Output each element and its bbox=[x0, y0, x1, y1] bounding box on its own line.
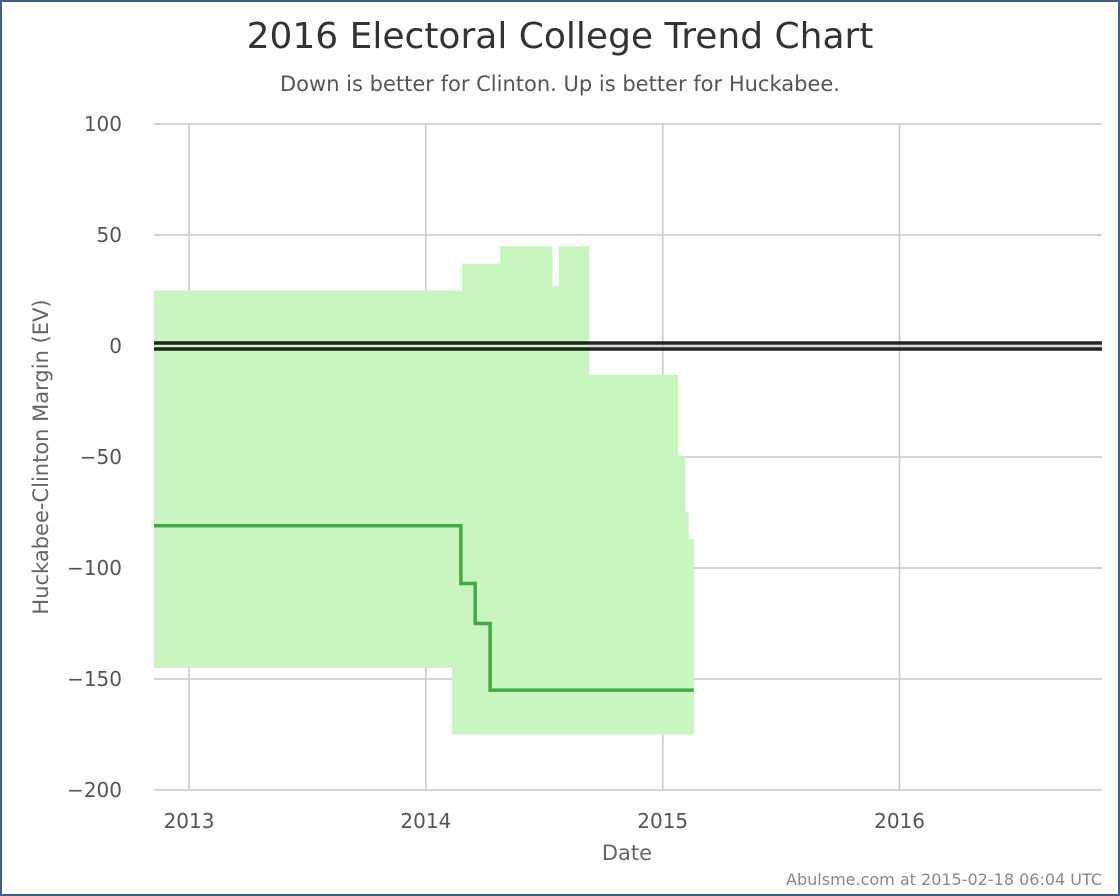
chart-title: 2016 Electoral College Trend Chart bbox=[246, 16, 874, 57]
y-tick-label: 50 bbox=[97, 223, 122, 247]
x-axis-title: Date bbox=[602, 841, 652, 865]
margin-line bbox=[154, 524, 694, 692]
y-axis-title: Huckabee-Clinton Margin (EV) bbox=[29, 299, 53, 614]
margin-line-path bbox=[154, 524, 694, 692]
zero-reference-line bbox=[154, 341, 1102, 351]
y-tick-label: 0 bbox=[109, 334, 122, 358]
axis-labels: 100 50 0 −50 −100 −150 −200 2013 2014 2015 2016 bbox=[67, 112, 925, 833]
x-tick-label: 2015 bbox=[637, 809, 688, 833]
x-tick-label: 2016 bbox=[874, 809, 925, 833]
y-tick-label: −50 bbox=[80, 445, 122, 469]
credit-text: Abulsme.com at 2015-02-18 06:04 UTC bbox=[786, 870, 1102, 889]
range-band bbox=[154, 246, 694, 735]
chart-subtitle: Down is better for Clinton. Up is better… bbox=[280, 72, 840, 96]
y-tick-label: 100 bbox=[84, 112, 122, 136]
y-tick-label: −200 bbox=[67, 778, 122, 802]
y-tick-label: −100 bbox=[67, 556, 122, 580]
range-band-area bbox=[154, 246, 694, 735]
x-tick-label: 2014 bbox=[400, 809, 451, 833]
y-tick-label: −150 bbox=[67, 667, 122, 691]
x-tick-label: 2013 bbox=[164, 809, 215, 833]
